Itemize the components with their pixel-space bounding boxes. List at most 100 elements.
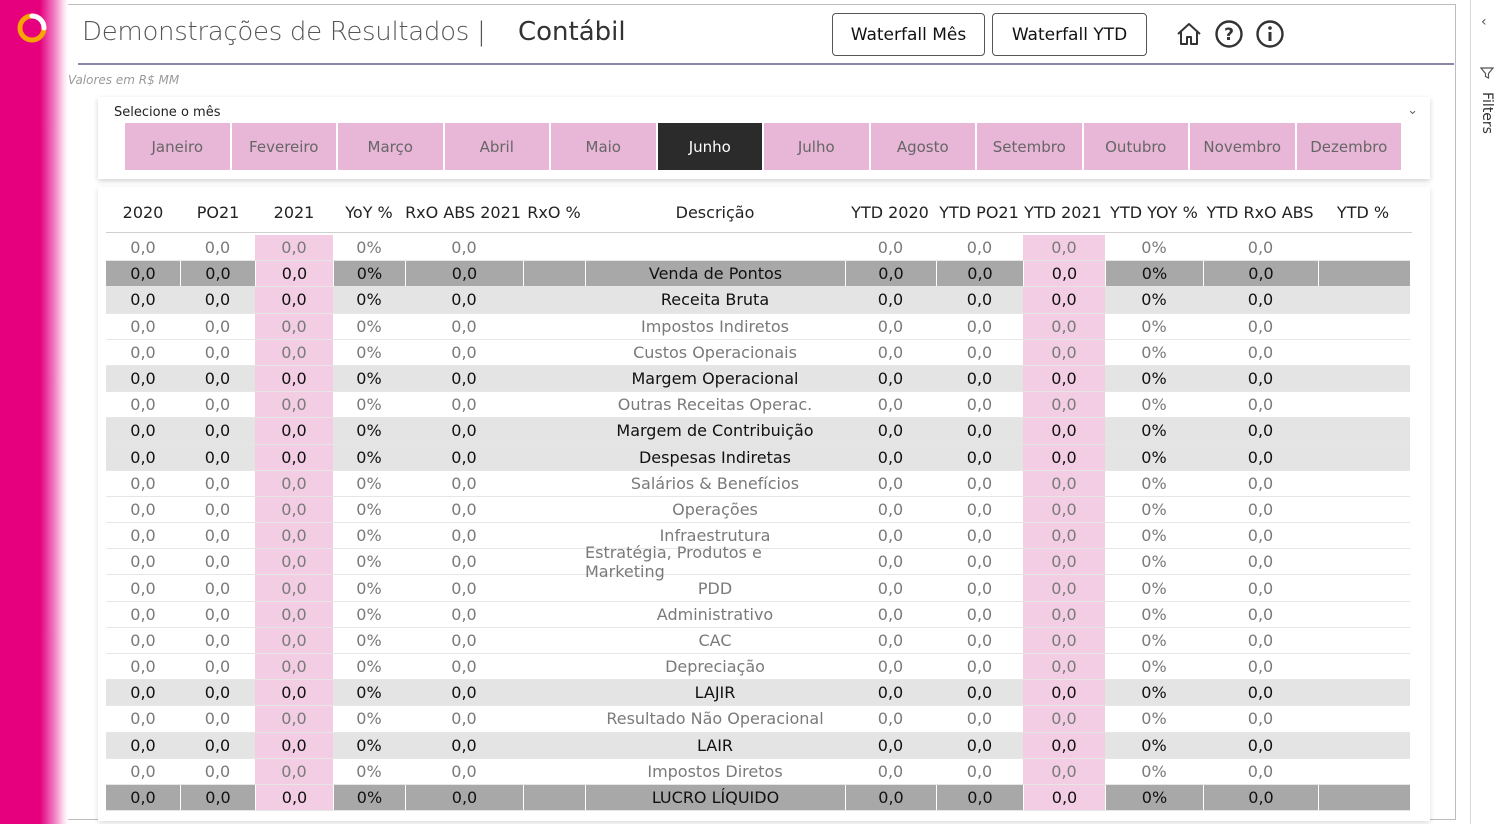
table-row[interactable]: 0,0 0,0 0,0 0% 0,0 Despesas Indiretas 0,0 0,0 0,… xyxy=(106,444,1410,471)
table-cell: 0% xyxy=(1141,316,1167,336)
month-option[interactable]: Julho xyxy=(764,123,869,170)
column-header[interactable]: PO21 xyxy=(196,203,240,222)
month-option[interactable]: Maio xyxy=(551,123,656,170)
filters-label[interactable]: Filters xyxy=(1479,92,1495,134)
table-cell: 0,0 xyxy=(255,627,333,653)
table-cell: 0% xyxy=(356,683,382,703)
table-row[interactable]: 0,0 0,0 0,0 0% 0,0 0,0 0,0 0,0 0% 0,0 xyxy=(106,235,1410,262)
table-cell: 0,0 xyxy=(255,444,333,470)
brand-side-bar xyxy=(0,0,68,824)
table-cell: 0,0 xyxy=(966,369,993,389)
column-header[interactable]: RxO ABS 2021 xyxy=(405,203,521,222)
table-cell: 0,0 xyxy=(130,447,156,467)
table-row[interactable]: 0,0 0,0 0,0 0% 0,0 Outras Receitas Operac. 0,0… xyxy=(106,392,1410,419)
table-row[interactable]: 0,0 0,0 0,0 0% 0,0 Margem de Contribuição 0,0 0… xyxy=(106,418,1410,445)
table-cell: 0,0 xyxy=(1023,654,1105,680)
table-row[interactable]: 0,0 0,0 0,0 0% 0,0 Depreciação 0,0 0,0 0,0 0% 0,0 xyxy=(106,654,1410,681)
month-option[interactable]: Junho xyxy=(657,123,762,170)
table-cell: 0,0 xyxy=(130,290,156,310)
table-cell xyxy=(523,680,585,705)
column-header[interactable]: YTD RxO ABS xyxy=(1206,203,1314,222)
month-option[interactable]: Abril xyxy=(444,123,549,170)
table-cell: 0% xyxy=(1141,604,1167,624)
row-description: Operações xyxy=(672,499,758,519)
home-icon[interactable] xyxy=(1174,19,1204,49)
table-cell: 0,0 xyxy=(451,395,477,415)
table-cell: 0,0 xyxy=(130,395,156,415)
column-header[interactable]: YTD YOY % xyxy=(1110,203,1198,222)
page-subtitle: Contábil xyxy=(518,17,626,47)
table-cell: 0,0 xyxy=(877,369,904,389)
table-cell: 0,0 xyxy=(451,316,477,336)
table-cell xyxy=(1318,340,1410,365)
table-row[interactable]: 0,0 0,0 0,0 0% 0,0 Impostos Diretos 0,0 0,0 0,0 0… xyxy=(106,758,1410,785)
column-header[interactable]: YTD PO21 xyxy=(939,203,1019,222)
month-option[interactable]: Outubro xyxy=(1083,123,1188,170)
table-cell: 0,0 xyxy=(130,578,156,598)
table-cell: 0,0 xyxy=(1023,418,1105,444)
table-cell: 0,0 xyxy=(1023,339,1105,365)
month-option[interactable]: Março xyxy=(338,123,443,170)
chevron-left-icon[interactable]: ‹ xyxy=(1481,14,1487,30)
month-option[interactable]: Janeiro xyxy=(125,123,230,170)
table-row[interactable]: 0,0 0,0 0,0 0% 0,0 Custos Operacionais 0,0 0,0 0… xyxy=(106,339,1410,366)
table-row[interactable]: 0,0 0,0 0,0 0% 0,0 Operações 0,0 0,0 0,0 0% 0,0 xyxy=(106,496,1410,524)
table-row[interactable]: 0,0 0,0 0,0 0% 0,0 Resultado Não Operacional 0… xyxy=(106,706,1410,733)
table-cell: 0,0 xyxy=(451,238,477,258)
table-row[interactable]: 0,0 0,0 0,0 0% 0,0 LAIR 0,0 0,0 0,0 0% 0,0 xyxy=(106,732,1410,759)
waterfall-ytd-button[interactable]: Waterfall YTD xyxy=(992,13,1147,56)
info-icon[interactable] xyxy=(1255,19,1285,49)
chevron-down-icon[interactable]: ⌄ xyxy=(1407,103,1418,118)
table-row[interactable]: 0,0 0,0 0,0 0% 0,0 Salários & Benefícios 0,0 0,… xyxy=(106,470,1410,497)
table-cell: 0% xyxy=(1141,761,1167,781)
table-row[interactable]: 0,0 0,0 0,0 0% 0,0 Venda de Pontos 0,0 0,0 0,0 0%… xyxy=(106,261,1410,288)
column-header[interactable]: YTD 2021 xyxy=(1024,203,1102,222)
table-cell: 0,0 xyxy=(966,290,993,310)
table-row[interactable]: 0,0 0,0 0,0 0% 0,0 LAJIR 0,0 0,0 0,0 0% 0,0 xyxy=(106,680,1410,707)
table-cell xyxy=(523,549,585,574)
table-row[interactable]: 0,0 0,0 0,0 0% 0,0 PDD 0,0 0,0 0,0 0% 0,0 xyxy=(106,575,1410,602)
help-icon[interactable]: ? xyxy=(1214,19,1244,49)
table-row[interactable]: 0,0 0,0 0,0 0% 0,0 LUCRO LÍQUIDO 0,0 0,0 0,0 0% 0,… xyxy=(106,784,1410,812)
waterfall-month-button[interactable]: Waterfall Mês xyxy=(832,13,985,56)
table-row[interactable]: 0,0 0,0 0,0 0% 0,0 Administrativo 0,0 0,0 0,0 0% 0… xyxy=(106,601,1410,628)
table-cell: 0% xyxy=(356,630,382,650)
column-header[interactable]: YoY % xyxy=(345,203,393,222)
table-cell: 0% xyxy=(356,473,382,493)
table-row[interactable]: 0,0 0,0 0,0 0% 0,0 Estratégia, Produtos e Mar… xyxy=(106,543,1410,581)
column-header[interactable]: 2020 xyxy=(122,203,164,222)
filter-icon[interactable] xyxy=(1480,66,1494,80)
table-cell: 0,0 xyxy=(451,369,477,389)
month-option[interactable]: Novembro xyxy=(1190,123,1295,170)
filters-pane[interactable]: ‹ Filters xyxy=(1470,0,1502,824)
table-cell: 0,0 xyxy=(1247,604,1274,624)
column-header[interactable]: 2021 xyxy=(273,203,315,222)
table-cell: 0,0 xyxy=(1247,238,1274,258)
table-cell: 0,0 xyxy=(451,342,477,362)
table-cell xyxy=(1318,706,1410,731)
month-option[interactable]: Setembro xyxy=(977,123,1082,170)
table-cell: 0,0 xyxy=(966,578,993,598)
table-row[interactable]: 0,0 0,0 0,0 0% 0,0 Impostos Indiretos 0,0 0,0 0,… xyxy=(106,313,1410,340)
table-row[interactable]: 0,0 0,0 0,0 0% 0,0 CAC 0,0 0,0 0,0 0% 0,0 xyxy=(106,627,1410,654)
column-header[interactable]: YTD 2020 xyxy=(851,203,929,222)
table-cell: 0,0 xyxy=(1023,287,1105,313)
month-option[interactable]: Fevereiro xyxy=(231,123,336,170)
table-cell: 0% xyxy=(1141,473,1167,493)
table-cell: 0,0 xyxy=(966,473,993,493)
table-cell: 0,0 xyxy=(1023,732,1105,758)
table-cell: 0% xyxy=(1105,784,1203,811)
table-cell: 0,0 xyxy=(451,290,477,310)
column-header[interactable]: YTD % xyxy=(1336,203,1390,222)
column-header[interactable]: Descrição xyxy=(675,203,755,222)
table-cell: 0,0 xyxy=(877,290,904,310)
table-row[interactable]: 0,0 0,0 0,0 0% 0,0 Receita Bruta 0,0 0,0 0,0 0% 0,… xyxy=(106,287,1410,314)
month-option[interactable]: Dezembro xyxy=(1296,123,1401,170)
table-row[interactable]: 0,0 0,0 0,0 0% 0,0 Infraestrutura 0,0 0,0 0,0 0% 0… xyxy=(106,523,1410,550)
table-cell: 0,0 xyxy=(966,238,993,258)
column-header[interactable]: RxO % xyxy=(527,203,581,222)
table-cell xyxy=(1318,471,1410,496)
month-option[interactable]: Agosto xyxy=(870,123,975,170)
table-row[interactable]: 0,0 0,0 0,0 0% 0,0 Margem Operacional 0,0 0,0 0,… xyxy=(106,365,1410,393)
table-cell: 0,0 xyxy=(204,761,231,781)
